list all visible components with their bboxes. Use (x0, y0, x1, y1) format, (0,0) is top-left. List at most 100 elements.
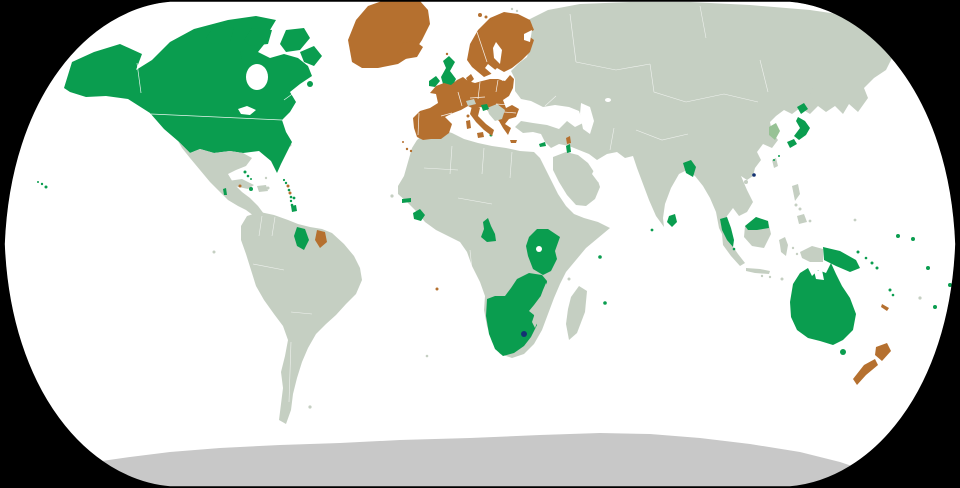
region-singapore (732, 247, 736, 251)
region-baffin-south (300, 46, 322, 66)
region-antigua (284, 181, 288, 185)
persian-gulf (592, 168, 606, 183)
border-manchuria (759, 59, 769, 93)
region-cyprus (539, 142, 546, 147)
region-sakhalin (805, 78, 813, 98)
region-st-vincent (289, 199, 293, 203)
region-maldives (650, 228, 654, 232)
region-st-kitts (282, 178, 286, 182)
region-canary-2 (409, 149, 413, 153)
region-vancouver-island (146, 106, 150, 110)
region-svalbard-3 (490, 17, 494, 21)
region-victoria-island (240, 50, 258, 60)
gulf-of-bothnia (493, 42, 502, 64)
region-sao-tome (468, 239, 472, 243)
border-africa-3 (481, 147, 485, 175)
border-europe-6 (469, 96, 486, 99)
border-sa-4 (290, 311, 313, 315)
border-europe-7 (495, 103, 511, 106)
border-africa-2 (449, 145, 453, 175)
region-visayas-2 (798, 207, 802, 211)
region-africa (398, 129, 610, 358)
region-continental-europe (413, 75, 519, 140)
region-aleutians-1 (71, 89, 73, 91)
region-moluccas (791, 246, 795, 250)
region-new-zealand-north (875, 343, 891, 361)
region-java (746, 268, 770, 274)
region-st-lucia (289, 195, 293, 199)
region-palau (808, 219, 812, 223)
border-central-asia (649, 63, 687, 103)
aral-sea (605, 98, 611, 102)
border-us-canada (150, 113, 283, 121)
region-east-africa (526, 229, 560, 275)
border-sa-3 (252, 263, 285, 271)
region-bahamas-3 (250, 178, 252, 180)
region-timor (780, 277, 784, 281)
region-mindanao (797, 214, 807, 224)
region-balearics (448, 123, 452, 127)
region-seychelles (598, 255, 602, 259)
region-corsica (466, 114, 470, 118)
region-turks (264, 176, 268, 180)
region-hainan (744, 180, 748, 184)
region-french-guiana (315, 230, 327, 248)
border-ukraine (544, 95, 557, 107)
region-canary-1 (405, 147, 409, 151)
region-west-new-guinea (800, 246, 823, 262)
region-visayas (794, 203, 798, 207)
region-south-america (241, 212, 362, 424)
region-pacific-green-2 (911, 237, 915, 241)
region-switzerland (466, 99, 476, 106)
region-new-britain (856, 250, 860, 254)
region-solomon-2 (875, 266, 879, 270)
region-guyana (294, 227, 309, 250)
region-belize (223, 188, 227, 195)
baltic-sea (485, 64, 506, 81)
region-malaysia-borneo (745, 217, 769, 230)
region-trinidad-tobago (291, 205, 297, 212)
region-galapagos (212, 250, 216, 254)
gulf-of-carpentaria (814, 270, 824, 280)
region-luzon (792, 184, 800, 201)
border-europe-5 (495, 79, 499, 93)
border-alaska-canada (136, 62, 142, 94)
border-india-north (635, 129, 689, 141)
region-israel (566, 144, 571, 153)
border-mongolia (685, 93, 759, 103)
border-europe-3 (457, 91, 463, 107)
region-guadeloupe (286, 184, 290, 188)
region-bahamas-1 (243, 170, 247, 174)
border-africa-6 (469, 249, 473, 271)
region-lebanon (566, 136, 571, 144)
region-cayman (238, 184, 242, 188)
region-arctic-island-2 (244, 28, 272, 46)
region-mauritius (603, 301, 607, 305)
region-bangladesh (683, 160, 696, 177)
border-sa-2 (271, 216, 276, 237)
region-comoros (567, 277, 571, 281)
region-moluccas-2 (795, 252, 799, 256)
white-sea (524, 30, 532, 42)
border-st-lawrence (283, 91, 296, 101)
region-west-balkans (487, 104, 505, 121)
orange-group (238, 1, 891, 385)
region-mozambique (532, 283, 551, 328)
region-slovenia-croatia (481, 104, 489, 111)
region-martinique (288, 191, 292, 195)
region-antarctic-peninsula (362, 468, 400, 483)
region-ireland (429, 76, 440, 87)
region-antarctica (60, 433, 880, 487)
region-falklands (308, 405, 312, 409)
border-siberia (699, 5, 707, 39)
region-hawaii-2 (40, 182, 44, 186)
region-japan-hokkaido (797, 103, 808, 114)
region-newfoundland (307, 81, 313, 87)
region-iceland (397, 41, 423, 59)
region-bahamas-2 (246, 174, 250, 178)
region-italy (470, 106, 494, 136)
lake-victoria (536, 246, 542, 252)
region-okinawa-2 (773, 159, 775, 161)
border-iran (609, 127, 615, 151)
region-papua-new-guinea (823, 247, 860, 272)
